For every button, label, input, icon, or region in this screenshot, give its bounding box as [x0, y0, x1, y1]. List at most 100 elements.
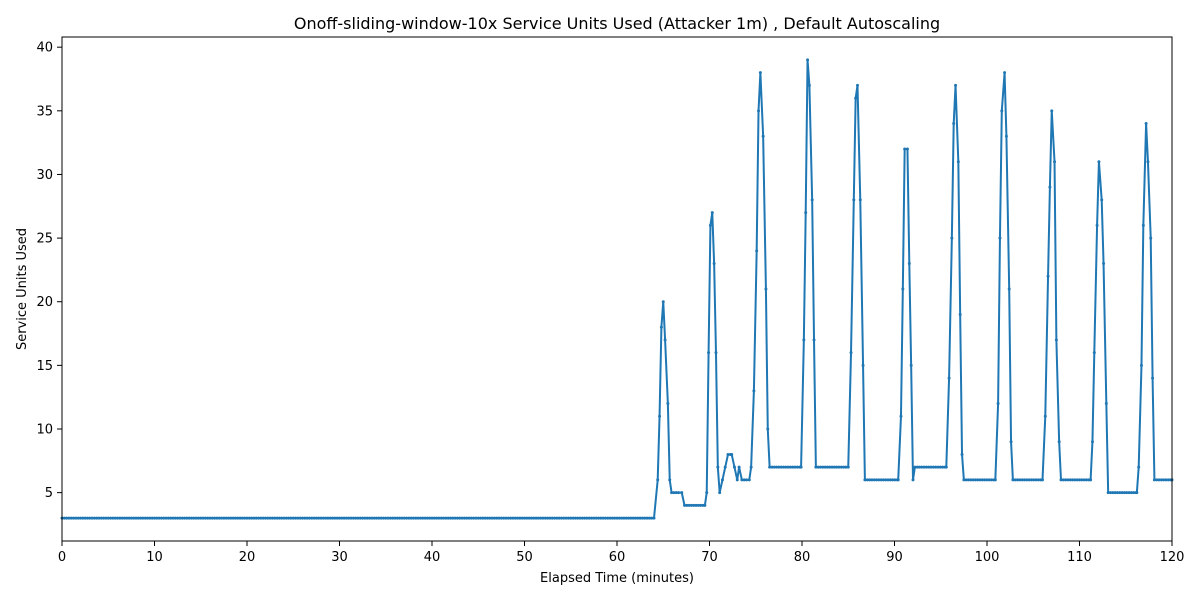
data-point: [884, 478, 888, 482]
data-point: [388, 516, 392, 520]
data-point: [446, 516, 450, 520]
x-tick-label: 60: [609, 550, 626, 565]
data-point: [240, 516, 244, 520]
data-point: [294, 516, 298, 520]
data-point: [1162, 478, 1166, 482]
data-point: [707, 351, 711, 355]
data-point: [1054, 338, 1058, 342]
data-point: [264, 516, 267, 520]
data-point: [384, 516, 388, 520]
data-point: [497, 516, 501, 520]
data-point: [1157, 478, 1161, 482]
data-point: [947, 376, 951, 380]
data-point: [127, 516, 131, 520]
data-point: [909, 363, 913, 367]
data-point: [680, 491, 684, 495]
data-point: [590, 516, 594, 520]
data-point: [950, 236, 954, 240]
data-point: [543, 516, 547, 520]
data-point: [1113, 491, 1117, 495]
data-point: [379, 516, 383, 520]
data-point: [92, 516, 96, 520]
data-point: [132, 516, 136, 520]
data-point: [1129, 491, 1133, 495]
data-point: [877, 478, 881, 482]
data-point: [488, 516, 492, 520]
data-point: [516, 516, 520, 520]
data-point: [370, 516, 374, 520]
data-point: [398, 516, 402, 520]
data-point: [129, 516, 133, 520]
data-point: [849, 351, 853, 355]
data-point: [583, 516, 587, 520]
data-point: [636, 516, 640, 520]
data-point: [852, 198, 856, 202]
data-point: [564, 516, 568, 520]
data-point: [1144, 122, 1148, 126]
data-point: [1078, 478, 1081, 482]
data-point: [573, 516, 577, 520]
x-tick-label: 120: [1160, 550, 1185, 565]
data-point: [377, 516, 381, 520]
data-point: [250, 516, 254, 520]
data-point: [954, 83, 958, 87]
data-point: [576, 516, 580, 520]
data-point: [1104, 402, 1108, 406]
data-point: [967, 478, 970, 482]
data-point: [560, 516, 563, 520]
data-point: [238, 516, 242, 520]
y-tick-label: 30: [36, 168, 53, 183]
data-point: [804, 211, 808, 215]
data-point: [816, 465, 820, 469]
data-point: [1149, 236, 1153, 240]
data-point: [465, 516, 469, 520]
data-point: [814, 465, 818, 469]
data-point: [647, 516, 651, 520]
data-point: [548, 516, 552, 520]
y-tick-label: 25: [36, 232, 53, 247]
data-point: [451, 516, 455, 520]
data-point: [157, 516, 161, 520]
data-point: [571, 516, 575, 520]
data-point: [863, 478, 867, 482]
data-point: [687, 503, 691, 507]
data-point: [506, 516, 510, 520]
data-point: [74, 516, 78, 520]
data-point: [1097, 160, 1101, 164]
data-point: [416, 516, 420, 520]
data-point: [569, 516, 573, 520]
data-point: [185, 516, 189, 520]
x-tick-label: 70: [701, 550, 718, 565]
data-point: [710, 211, 714, 215]
data-point: [825, 465, 829, 469]
data-point: [194, 516, 198, 520]
data-point: [284, 516, 288, 520]
data-point: [169, 516, 173, 520]
data-point: [663, 338, 667, 342]
data-point: [363, 516, 367, 520]
data-point: [938, 465, 942, 469]
data-point: [1066, 478, 1070, 482]
data-point: [261, 516, 265, 520]
data-point: [173, 516, 177, 520]
data-point: [854, 96, 858, 100]
x-axis: 0 10 20 30 40 50 60 70 80 90 100 110 120: [58, 541, 1185, 565]
data-point: [62, 516, 66, 520]
data-point: [141, 516, 145, 520]
data-point: [476, 516, 480, 520]
data-point: [980, 478, 984, 482]
data-point: [865, 478, 869, 482]
data-point: [650, 516, 654, 520]
data-point: [689, 503, 693, 507]
x-tick-label: 90: [886, 550, 903, 565]
data-point: [996, 402, 1000, 406]
data-point: [220, 516, 224, 520]
data-point: [259, 516, 263, 520]
data-point: [1059, 478, 1063, 482]
data-point: [418, 516, 422, 520]
data-point: [613, 516, 617, 520]
data-point: [696, 503, 700, 507]
data-point: [922, 465, 926, 469]
data-point: [1003, 71, 1007, 75]
data-point: [1151, 376, 1155, 380]
